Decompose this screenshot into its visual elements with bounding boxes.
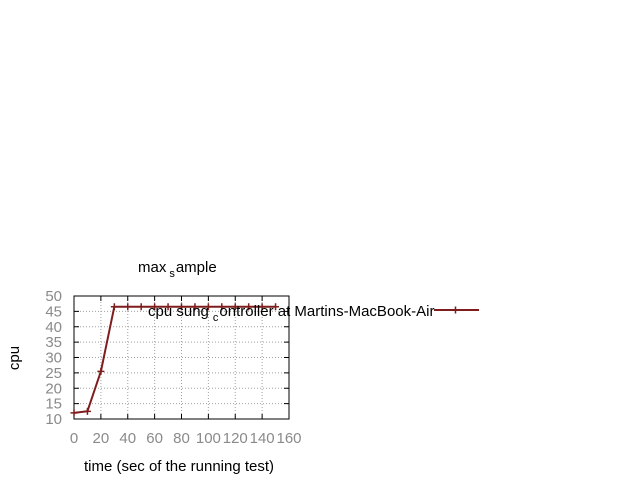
legend-label-sub: c bbox=[213, 312, 219, 324]
series-layer bbox=[70, 303, 280, 417]
legend-marker-sample bbox=[452, 306, 459, 314]
data-point-marker bbox=[258, 303, 266, 311]
data-point-marker bbox=[97, 367, 105, 375]
legend-label: cpu sung controller at Martins-MacBook-Ai… bbox=[148, 303, 434, 324]
chart-title: max sample bbox=[138, 259, 217, 280]
x-tick-label: 80 bbox=[173, 430, 190, 447]
y-tick-label: 45 bbox=[45, 303, 62, 320]
data-point-marker bbox=[124, 303, 132, 311]
data-point-marker bbox=[83, 407, 91, 415]
y-tick-label: 10 bbox=[45, 411, 62, 428]
data-point-marker bbox=[245, 303, 253, 311]
data-point-marker bbox=[231, 303, 239, 311]
data-point-marker bbox=[218, 303, 226, 311]
data-point-marker bbox=[70, 409, 78, 417]
y-tick-label: 20 bbox=[45, 380, 62, 397]
x-tick-label: 40 bbox=[119, 430, 136, 447]
data-point-marker bbox=[191, 303, 199, 311]
y-tick-label: 50 bbox=[45, 288, 62, 305]
y-axis-label: cpu bbox=[6, 346, 23, 370]
x-tick-label: 60 bbox=[146, 430, 163, 447]
series-line bbox=[73, 305, 276, 414]
x-axis-label: time (sec of the running test) bbox=[84, 458, 274, 475]
x-tick-label: 100 bbox=[196, 430, 221, 447]
tick-marks bbox=[73, 295, 290, 420]
x-tick-label: 160 bbox=[276, 430, 301, 447]
chart-title-pre: max bbox=[138, 259, 167, 276]
y-tick-label: 15 bbox=[45, 396, 62, 413]
grid-layer bbox=[74, 296, 289, 419]
data-point-marker bbox=[137, 303, 145, 311]
y-tick-label: 30 bbox=[45, 350, 62, 367]
legend-label-post: ontroller at Martins-MacBook-Air bbox=[219, 303, 434, 320]
chart-title-post: ample bbox=[176, 259, 217, 276]
data-point-marker bbox=[110, 303, 118, 311]
x-tick-labels: 0 20 40 60 80 100 120 140 160 bbox=[70, 430, 302, 447]
legend-label-pre: cpu sung bbox=[148, 303, 209, 320]
x-tick-label: 0 bbox=[70, 430, 78, 447]
data-point-marker bbox=[204, 303, 212, 311]
data-point-marker bbox=[178, 303, 185, 311]
legend: cpu sung controller at Martins-MacBook-Ai… bbox=[148, 303, 479, 324]
data-point-marker bbox=[272, 303, 280, 311]
data-point-marker bbox=[151, 303, 159, 311]
y-tick-label: 35 bbox=[45, 334, 62, 351]
y-tick-label: 25 bbox=[45, 365, 62, 382]
chart-title-sub: s bbox=[169, 268, 175, 280]
x-tick-label: 20 bbox=[93, 430, 110, 447]
data-point-marker bbox=[164, 303, 172, 311]
y-tick-label: 40 bbox=[45, 319, 62, 336]
x-tick-label: 120 bbox=[223, 430, 248, 447]
x-tick-label: 140 bbox=[250, 430, 275, 447]
